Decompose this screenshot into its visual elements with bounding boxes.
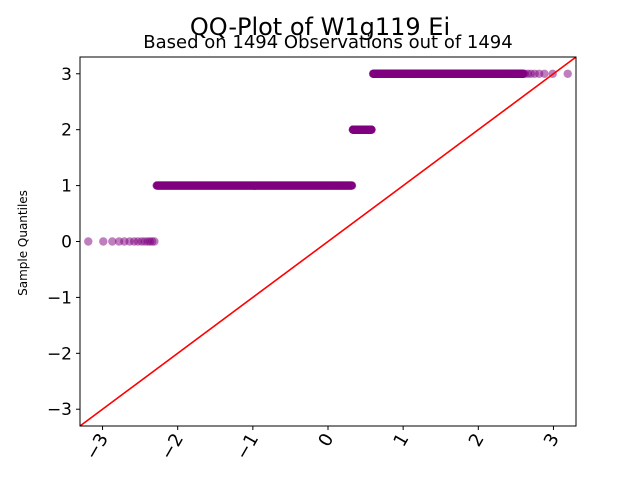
y-axis-label: Sample Quantiles [16,190,30,296]
data-point [150,237,159,246]
x-tick-label: 2 [465,430,489,450]
y-tick-label: 2 [61,121,72,141]
data-point [99,237,108,246]
y-tick-label: −3 [47,400,72,420]
data-point [84,237,93,246]
chart-subtitle: Based on 1494 Observations out of 1494 [143,32,512,53]
y-tick-label: 1 [61,177,72,197]
data-point [563,69,572,78]
points-layer [84,69,572,246]
y-axis: −3 −2 −1 0 1 2 3 [47,65,80,420]
data-point [347,181,357,190]
data-point [108,237,117,246]
x-tick-label: −2 [157,430,188,463]
x-tick-label: −1 [232,430,263,463]
y-tick-label: −1 [47,288,72,308]
y-tick-label: 0 [61,233,72,253]
reference-line [79,56,577,427]
x-tick-label: −3 [81,430,112,463]
y-tick-label: −2 [47,344,72,364]
data-point [540,69,549,78]
x-tick-label: 1 [390,430,414,450]
x-axis: −3 −2 −1 0 1 2 3 [81,426,564,463]
x-tick-label: 3 [540,430,564,450]
y-tick-label: 3 [61,65,72,85]
chart-title: QQ-Plot of W1g119 Ei [190,13,450,41]
x-tick-label: 0 [314,430,338,450]
data-point [367,125,376,134]
